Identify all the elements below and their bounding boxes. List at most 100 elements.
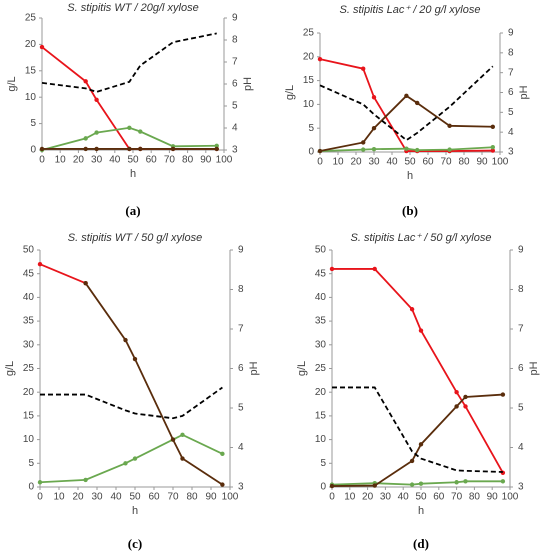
data-point (447, 123, 452, 129)
x-tick-label: 80 (469, 492, 481, 503)
y2-tick-label: 7 (508, 67, 514, 78)
x-tick-label: 100 (492, 157, 509, 168)
y-tick-label: 0 (28, 482, 34, 493)
x-tick-label: 90 (487, 492, 499, 503)
series-line (319, 58, 493, 152)
y-tick-label: 20 (315, 387, 327, 398)
x-axis-label: h (132, 505, 138, 517)
y-axis-label: g/L (296, 361, 308, 376)
x-tick-label: 100 (216, 155, 233, 166)
y2-tick-label: 5 (508, 107, 514, 118)
y-tick-label: 30 (315, 339, 327, 350)
data-point (500, 392, 506, 397)
y2-axis-label: pH (518, 85, 530, 99)
x-tick-label: 10 (332, 157, 344, 168)
x-tick-label: 70 (440, 157, 452, 168)
y-axis-label: g/L (4, 361, 16, 376)
data-point (132, 456, 138, 461)
data-point (317, 56, 323, 62)
data-point (127, 146, 132, 152)
x-tick-label: 80 (458, 157, 470, 168)
data-point (490, 145, 495, 150)
data-point (329, 266, 335, 272)
x-tick-label: 30 (368, 157, 380, 168)
y-tick-label: 5 (308, 123, 314, 134)
x-tick-label: 30 (380, 492, 392, 503)
y-tick-label: 5 (28, 458, 34, 469)
y2-tick-label: 6 (232, 79, 238, 90)
x-tick-label: 10 (344, 492, 356, 503)
data-point (123, 337, 128, 343)
x-tick-label: 20 (362, 492, 374, 503)
caption: (b) (402, 203, 418, 218)
data-point (127, 125, 132, 131)
x-tick-label: 60 (422, 157, 434, 168)
x-tick-label: 100 (502, 492, 519, 503)
x-axis-label: h (418, 505, 424, 517)
y2-tick-label: 7 (238, 324, 244, 335)
x-tick-label: 60 (146, 155, 158, 166)
series-line (331, 393, 503, 487)
data-point (132, 356, 138, 362)
data-point (409, 458, 415, 464)
x-tick-label: 90 (200, 155, 212, 166)
series-line (319, 94, 493, 152)
y2-tick-label: 9 (518, 245, 524, 256)
y-tick-label: 0 (30, 145, 36, 156)
data-point (409, 307, 415, 312)
data-point (83, 136, 88, 141)
data-point (447, 147, 452, 152)
data-point (83, 79, 88, 84)
caption: (d) (413, 536, 429, 551)
data-point (214, 146, 219, 152)
data-point (180, 432, 185, 438)
data-point (138, 129, 143, 134)
chart-title: S. stipitis Lac⁺ / 20 g/l xylose (340, 4, 481, 16)
y2-tick-label: 3 (238, 482, 244, 493)
data-point (83, 477, 88, 483)
y2-tick-label: 4 (232, 123, 238, 134)
series-line (41, 126, 217, 151)
y2-tick-label: 6 (518, 363, 524, 374)
x-tick-label: 50 (415, 492, 427, 503)
series-line (41, 46, 217, 150)
y-tick-label: 15 (25, 65, 37, 76)
data-point (490, 148, 495, 153)
data-point (500, 479, 506, 484)
y2-tick-label: 6 (238, 363, 244, 374)
x-tick-label: 20 (73, 155, 85, 166)
data-point (39, 146, 45, 152)
chart-title: S. stipitis WT / 20g/l xylose (67, 2, 198, 14)
data-point (404, 146, 409, 151)
y-tick-label: 20 (23, 387, 35, 398)
x-tick-label: 50 (129, 492, 141, 503)
y-tick-label: 35 (315, 316, 327, 327)
y2-axis-label: pH (248, 361, 260, 375)
x-tick-label: 50 (127, 155, 139, 166)
y-tick-label: 15 (23, 411, 35, 422)
y-tick-label: 0 (320, 482, 326, 493)
y2-axis-label: pH (528, 361, 540, 375)
y-tick-label: 40 (23, 292, 35, 303)
y-tick-label: 10 (303, 99, 315, 110)
y-tick-label: 10 (25, 92, 37, 103)
y-axis-label: g/L (284, 85, 296, 100)
y-tick-label: 15 (315, 411, 327, 422)
series-line (41, 32, 217, 93)
y2-tick-label: 4 (518, 442, 524, 453)
series-line (39, 263, 86, 285)
y2-tick-label: 5 (238, 403, 244, 414)
x-tick-label: 10 (53, 492, 65, 503)
series-line (331, 480, 503, 486)
x-tick-label: 20 (350, 157, 362, 168)
x-tick-label: 0 (317, 157, 323, 168)
x-tick-label: 70 (164, 155, 176, 166)
data-point (83, 146, 88, 152)
data-point (361, 66, 366, 71)
y-tick-label: 50 (315, 245, 327, 256)
x-tick-label: 10 (55, 155, 67, 166)
data-point (463, 394, 468, 400)
y-tick-label: 0 (308, 147, 314, 158)
caption: (c) (128, 536, 142, 551)
y-tick-label: 25 (25, 13, 37, 24)
